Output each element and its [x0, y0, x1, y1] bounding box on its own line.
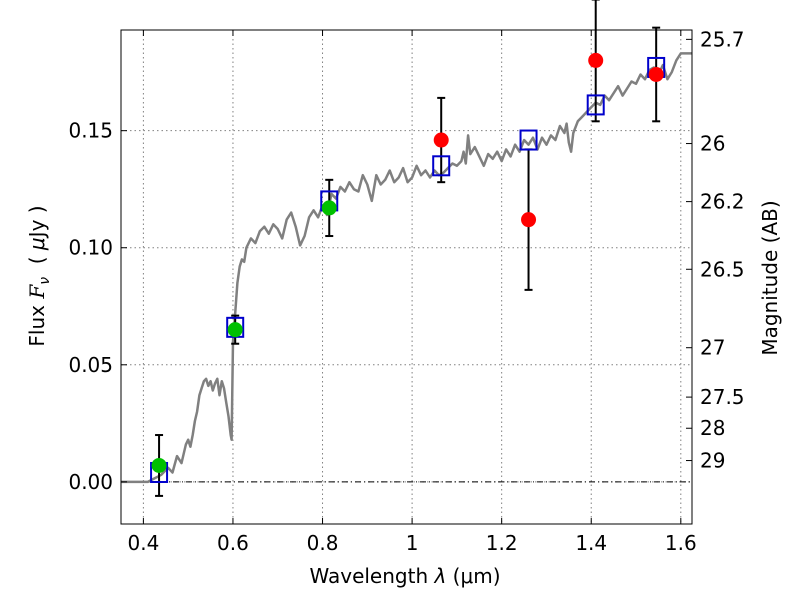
spectrum-line — [121, 52, 692, 484]
y2-tick-label: 25.7 — [700, 27, 745, 51]
y2-tick-label: 26.5 — [700, 257, 745, 281]
grid-lines — [121, 30, 692, 524]
y2-tick-label: 27 — [700, 336, 725, 360]
y2-tick-labels: 25.7 26 26.2 26.5 27 27.5 28 29 — [700, 27, 745, 472]
x-tick-label: 0.4 — [127, 531, 159, 555]
observed-circle-marker — [151, 457, 167, 473]
plot-frame — [120, 29, 693, 525]
x-axis-title: Wavelength λ (μm) — [309, 564, 500, 588]
y2-tick-label: 27.5 — [700, 385, 745, 409]
y2-tick-label: 26 — [700, 132, 725, 156]
observed-circle-marker — [588, 52, 604, 68]
model-square-marker — [586, 94, 605, 116]
y-tick-labels: 0.00 0.05 0.10 0.15 — [68, 119, 113, 494]
model-square-marker — [432, 155, 451, 177]
x-tick-label: 1.4 — [575, 531, 607, 555]
y2-tick-label: 26.2 — [700, 190, 745, 214]
x-tick-label: 1.6 — [665, 531, 697, 555]
x-tick-label: 0.6 — [217, 531, 249, 555]
x-tick-label: 0.8 — [307, 531, 339, 555]
x-tick-label: 1 — [406, 531, 419, 555]
y2-tick-label: 28 — [700, 416, 725, 440]
spectrum-series — [121, 52, 692, 484]
observed-circle-marker — [227, 322, 243, 338]
y-tick-label: 0.00 — [68, 470, 113, 494]
y2-tick-label: 29 — [700, 449, 725, 473]
observed-circle-marker — [321, 200, 337, 216]
observed-circle-marker — [648, 66, 664, 82]
model-square-marker — [519, 129, 538, 151]
x-tick-labels: 0.4 0.6 0.8 1 1.2 1.4 1.6 — [127, 531, 696, 555]
axis-ticks — [121, 30, 692, 524]
observed-circle-marker — [433, 132, 449, 148]
observed-circle-marker — [521, 212, 537, 228]
x-tick-label: 1.2 — [486, 531, 518, 555]
y2-axis-title: Magnitude (AB) — [758, 200, 782, 355]
y-tick-label: 0.05 — [68, 353, 113, 377]
y-tick-label: 0.15 — [68, 119, 113, 143]
y-tick-label: 0.10 — [68, 236, 113, 260]
observed-photometry-series — [151, 52, 664, 473]
y-axis-title: Flux Fν ( μJy ) — [25, 205, 53, 346]
